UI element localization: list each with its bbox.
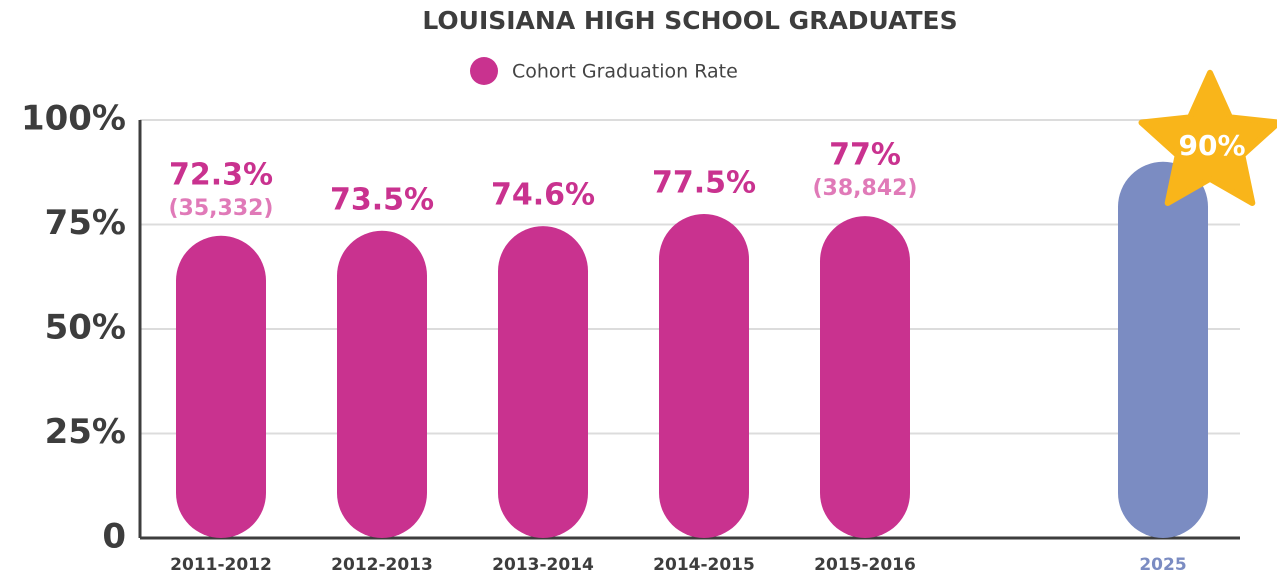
legend-label: Cohort Graduation Rate <box>512 61 738 83</box>
value-label: 90% <box>1178 129 1245 162</box>
y-tick-label: 25% <box>45 412 126 452</box>
legend-swatch <box>470 57 498 85</box>
value-label: 73.5% <box>330 182 434 217</box>
value-label: 74.6% <box>491 178 595 213</box>
bar <box>176 236 266 538</box>
x-tick-label: 2025 <box>1139 555 1186 575</box>
y-tick-label: 75% <box>45 203 126 243</box>
count-label: (38,842) <box>812 176 917 201</box>
bar <box>1118 162 1208 538</box>
count-label: (35,332) <box>168 196 273 221</box>
x-tick-label: 2014-2015 <box>653 555 755 575</box>
x-tick-label: 2011-2012 <box>170 555 272 575</box>
value-label: 77% <box>829 138 901 173</box>
bar <box>820 216 910 538</box>
y-tick-label: 100% <box>21 99 126 139</box>
value-label: 72.3% <box>169 157 273 192</box>
bar <box>659 214 749 538</box>
x-tick-label: 2012-2013 <box>331 555 433 575</box>
chart-title: LOUISIANA HIGH SCHOOL GRADUATES <box>422 6 957 35</box>
x-tick-label: 2015-2016 <box>814 555 916 575</box>
value-label: 77.5% <box>652 166 756 201</box>
x-tick-label: 2013-2014 <box>492 555 594 575</box>
y-tick-label: 0 <box>102 517 126 557</box>
y-tick-label: 50% <box>45 308 126 348</box>
bar <box>337 231 427 538</box>
bar <box>498 226 588 538</box>
